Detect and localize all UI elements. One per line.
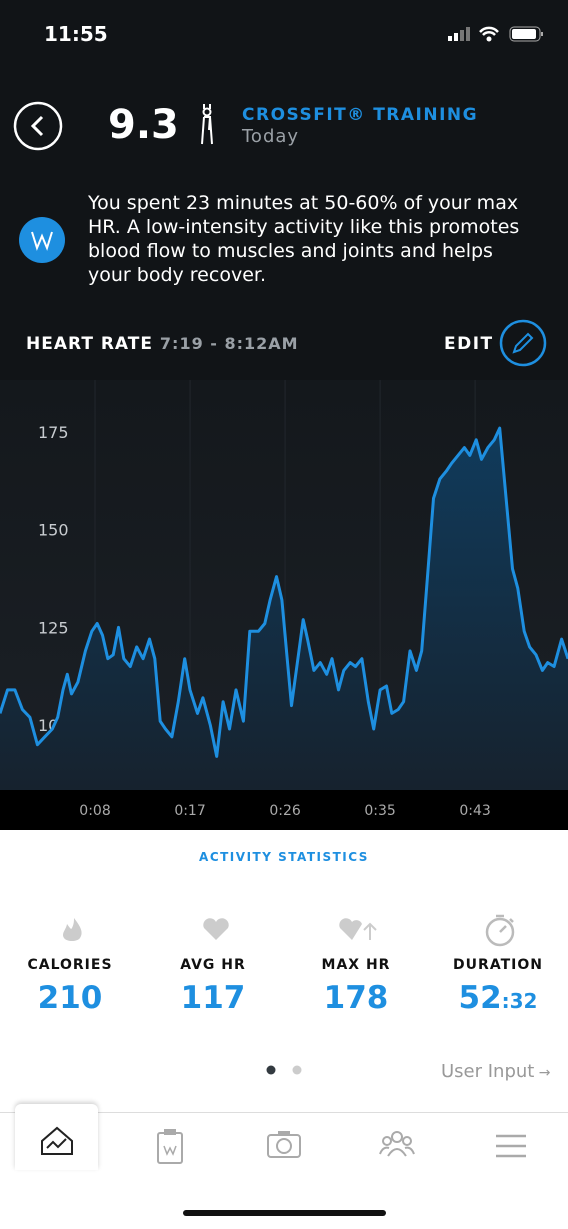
activity-icon bbox=[201, 104, 213, 145]
x-tick-label: 0:43 bbox=[459, 803, 490, 819]
heart-rate-title: HEART RATE bbox=[26, 334, 153, 354]
stat-label: MAX HR bbox=[321, 957, 391, 973]
activity-name: CROSSFIT® TRAINING bbox=[242, 105, 479, 125]
edit-label[interactable]: EDIT bbox=[444, 334, 494, 354]
x-tick-label: 0:17 bbox=[174, 803, 205, 819]
x-tick-label: 0:35 bbox=[364, 803, 395, 819]
status-icons bbox=[448, 26, 543, 42]
stat-value-box: 178 bbox=[286, 980, 426, 1016]
stat-value-box: 52:32 bbox=[428, 980, 568, 1016]
heart-rate-line bbox=[0, 426, 568, 758]
insight-text: You spent 23 minutes at 50-60% of your m… bbox=[88, 192, 520, 286]
strain-score: 9.3 bbox=[108, 102, 179, 148]
y-tick-label: 150 bbox=[38, 521, 69, 540]
stat-value: 178 bbox=[323, 980, 389, 1016]
edit-button[interactable] bbox=[499, 319, 547, 367]
tabbar-divider bbox=[0, 1112, 568, 1113]
stat-value: 117 bbox=[180, 980, 246, 1016]
stat-icons bbox=[63, 914, 515, 947]
y-tick-label: 175 bbox=[38, 423, 69, 442]
active-tab[interactable] bbox=[15, 1104, 98, 1170]
heart-rate-label: HEART RATE 7:19 - 8:12AM bbox=[26, 334, 299, 354]
heart-rate-range: 7:19 - 8:12AM bbox=[159, 334, 299, 353]
stat-value-box: 210 bbox=[0, 980, 140, 1016]
stat-label: AVG HR bbox=[180, 957, 246, 973]
user-input-label: User Input bbox=[441, 1061, 535, 1082]
stat-value: 52 bbox=[458, 980, 502, 1016]
stat-label: CALORIES bbox=[27, 957, 113, 973]
pager-dots bbox=[266, 1065, 302, 1075]
whoop-icon bbox=[19, 217, 65, 263]
user-input-link[interactable]: User Input → bbox=[441, 1061, 551, 1082]
stat-value: 210 bbox=[37, 980, 103, 1016]
stats-title: ACTIVITY STATISTICS bbox=[199, 850, 369, 864]
x-axis-band bbox=[0, 790, 568, 830]
status-time: 11:55 bbox=[44, 22, 108, 46]
x-tick-label: 0:26 bbox=[269, 803, 301, 819]
stat-value-box: 117 bbox=[143, 980, 283, 1016]
tab-icons bbox=[41, 1126, 526, 1164]
stat-value-suffix: :32 bbox=[501, 989, 538, 1013]
back-button[interactable] bbox=[13, 101, 63, 151]
stat-label: DURATION bbox=[453, 957, 543, 973]
x-tick-label: 0:08 bbox=[79, 803, 110, 819]
area-fill bbox=[0, 428, 568, 790]
activity-date: Today bbox=[242, 126, 300, 147]
y-tick-label: 125 bbox=[38, 618, 69, 637]
home-indicator bbox=[183, 1210, 386, 1216]
